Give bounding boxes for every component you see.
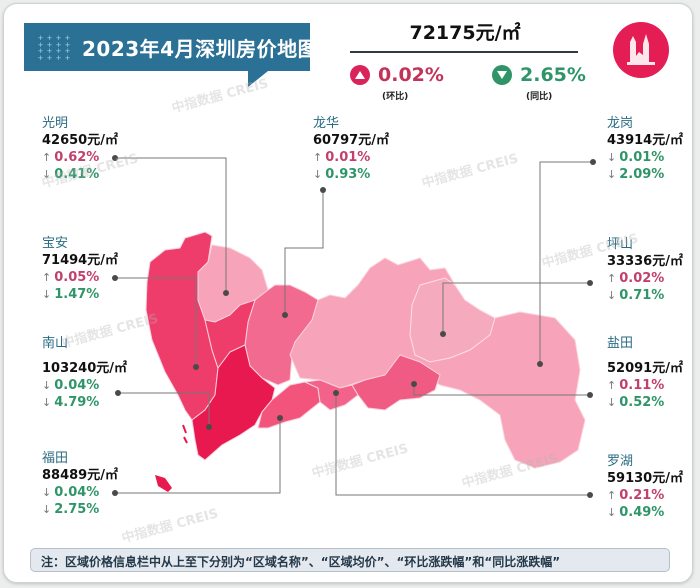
- up-arrow-icon: [350, 65, 370, 85]
- down-arrow-icon: ↓: [42, 503, 52, 516]
- district-longhua: 龙华 60797元/㎡ ↑ 0.01% ↓ 0.93%: [313, 116, 389, 182]
- district-longgang: 龙岗 43914元/㎡ ↓ 0.01% ↓ 2.09%: [607, 116, 683, 182]
- city-skyline-icon: [613, 22, 669, 78]
- divider: [350, 51, 578, 53]
- down-arrow-icon: ↓: [42, 288, 52, 301]
- up-arrow-icon: ↑: [607, 379, 617, 392]
- yoy-label: (同比): [526, 92, 553, 102]
- city-average-price: 72175元/㎡: [409, 22, 521, 44]
- down-arrow-icon: ↓: [607, 506, 617, 519]
- down-arrow-icon: ↓: [42, 379, 52, 392]
- district-nanshan: 南山 103240元/㎡ ↓ 0.04% ↓ 4.79%: [42, 336, 128, 410]
- mom-value: 0.02%: [378, 64, 444, 86]
- yoy-stat: 2.65%: [492, 64, 586, 86]
- dots-decoration-icon: + + + + + + + + + + + + + + + +: [37, 34, 71, 62]
- down-arrow-icon: ↓: [42, 396, 52, 409]
- page-title: 2023年4月深圳房价地图: [82, 37, 319, 61]
- down-arrow-icon: ↓: [607, 151, 617, 164]
- banner-tail: [248, 71, 268, 87]
- down-arrow-icon: ↓: [607, 168, 617, 181]
- down-arrow-icon: ↓: [42, 486, 52, 499]
- up-arrow-icon: ↑: [607, 272, 617, 285]
- district-yantian: 盐田 52091元/㎡ ↑ 0.11% ↓ 0.52%: [607, 336, 683, 410]
- district-futian: 福田 88489元/㎡ ↓ 0.04% ↓ 2.75%: [42, 451, 118, 517]
- down-arrow-icon: [492, 65, 512, 85]
- footnote: 注：区域价格信息栏中从上至下分别为“区域名称”、“区域均价”、“环比涨跌幅”和“…: [30, 548, 670, 572]
- up-arrow-icon: ↑: [313, 151, 323, 164]
- title-banner: + + + + + + + + + + + + + + + + 2023年4月深圳房价地图: [24, 23, 318, 71]
- up-arrow-icon: ↑: [42, 271, 52, 284]
- up-arrow-icon: ↑: [42, 151, 52, 164]
- down-arrow-icon: ↓: [313, 168, 323, 181]
- down-arrow-icon: ↓: [42, 168, 52, 181]
- district-guangming: 光明 42650元/㎡ ↑ 0.62% ↓ 0.41%: [42, 116, 118, 182]
- down-arrow-icon: ↓: [607, 289, 617, 302]
- yoy-value: 2.65%: [520, 64, 586, 86]
- down-arrow-icon: ↓: [607, 396, 617, 409]
- mom-stat: 0.02%: [350, 64, 444, 86]
- district-pingshan: 坪山 33336元/㎡ ↑ 0.02% ↓ 0.71%: [607, 237, 683, 303]
- up-arrow-icon: ↑: [607, 489, 617, 502]
- district-luohu: 罗湖 59130元/㎡ ↑ 0.21% ↓ 0.49%: [607, 454, 683, 520]
- mom-label: (环比): [382, 92, 409, 102]
- district-baoan: 宝安 71494元/㎡ ↑ 0.05% ↓ 1.47%: [42, 236, 118, 302]
